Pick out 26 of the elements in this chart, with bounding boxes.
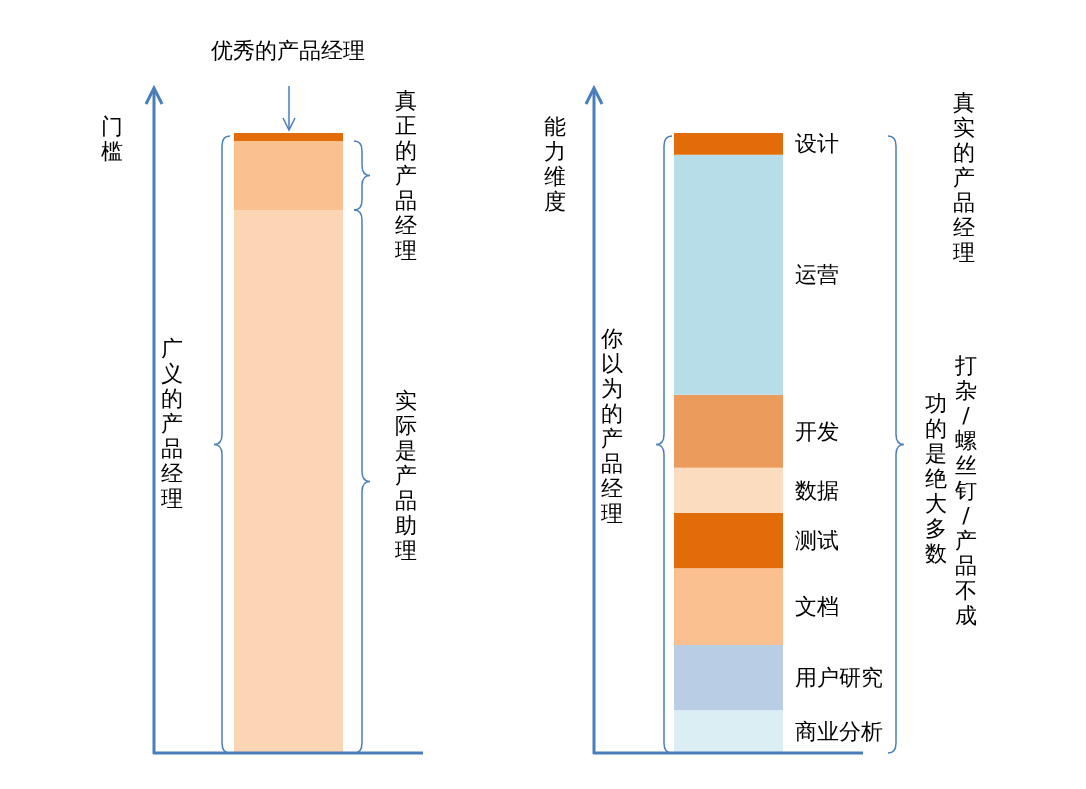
text: 功的是绝大多数 [925, 391, 947, 566]
bar [674, 394, 783, 468]
text: 真正的产品经理 [395, 88, 417, 263]
bar [674, 513, 783, 569]
text: 广义的产品经理 [161, 336, 183, 511]
text: 你以为的产品经理 [601, 326, 623, 526]
series-label: 测试 [795, 528, 839, 554]
bar [674, 133, 783, 155]
text: 实际是产品助理 [395, 388, 417, 563]
text: 优秀的产品经理 [210, 37, 366, 65]
bar [674, 645, 783, 711]
series-label: 数据 [795, 477, 839, 503]
bar [674, 710, 783, 753]
series-label: 用户研究 [795, 665, 883, 691]
text: 真实的产品经理 [953, 90, 975, 265]
series-label: 文档 [795, 594, 839, 620]
series-label: 商业分析 [795, 719, 883, 745]
bar [674, 154, 783, 395]
y-axis-title: 门槛 [101, 114, 123, 164]
y-axis-title: 能力维度 [544, 114, 566, 214]
series-label: 开发 [795, 418, 839, 444]
bar [674, 467, 783, 514]
text: 打杂/螺丝钉/产品不成 [955, 353, 977, 628]
bar [674, 568, 783, 646]
series-label: 运营 [795, 262, 839, 288]
series-label: 设计 [795, 131, 839, 157]
